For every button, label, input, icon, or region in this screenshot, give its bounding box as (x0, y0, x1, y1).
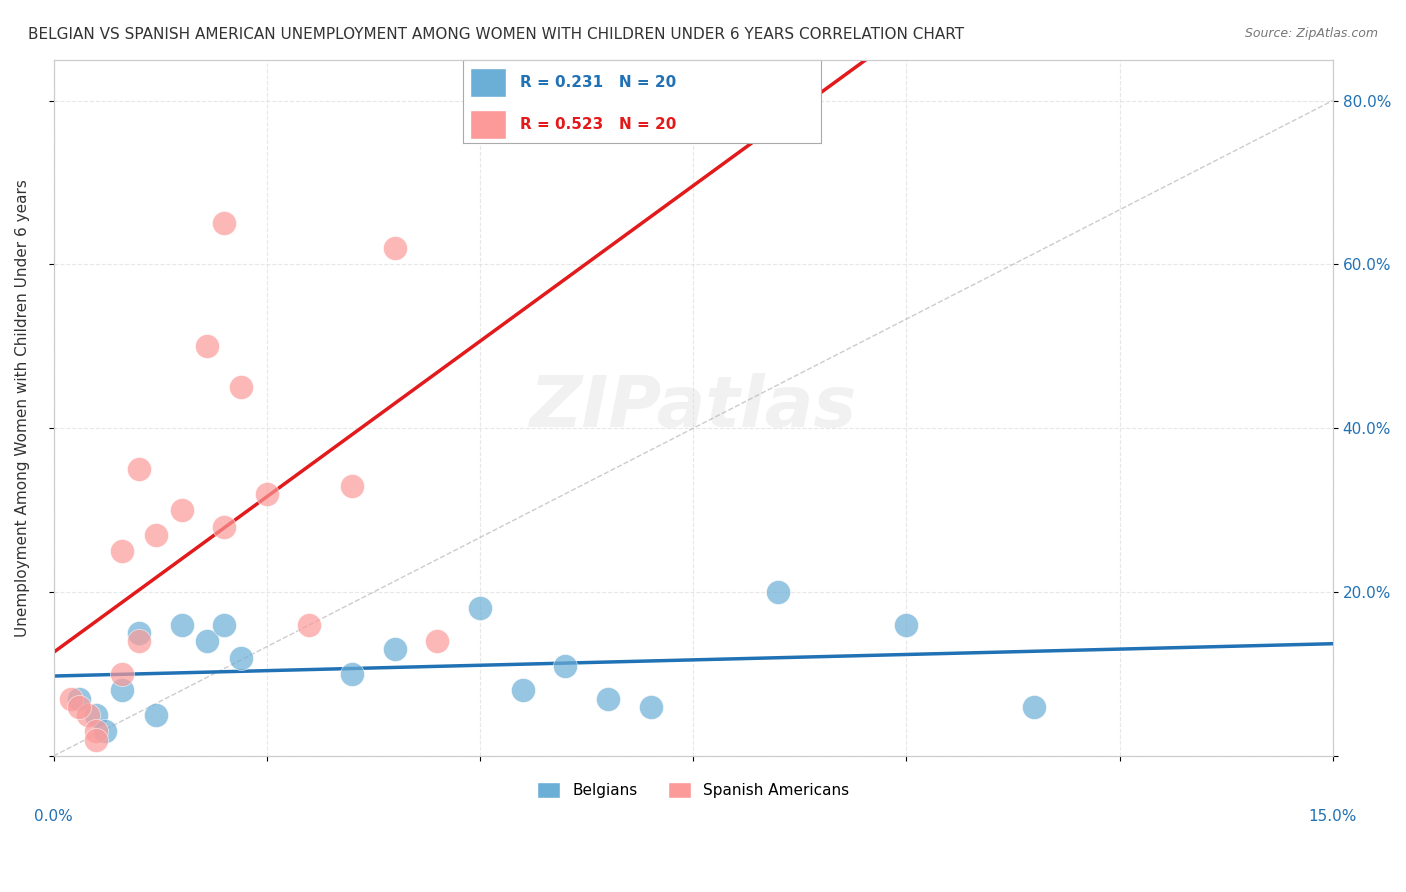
Point (76, 708, 98, 723)
Point (84, 732, 107, 747)
Point (128, 634, 150, 648)
Point (231, 650, 253, 665)
Point (128, 462, 150, 476)
Text: Source: ZipAtlas.com: Source: ZipAtlas.com (1244, 27, 1378, 40)
Point (554, 658, 576, 673)
Point (340, 478, 363, 492)
Text: ZIPatlas: ZIPatlas (530, 373, 856, 442)
Point (231, 380, 253, 394)
Point (384, 642, 406, 657)
Point (111, 683, 134, 698)
Point (170, 618, 193, 632)
Point (212, 519, 235, 533)
Point (195, 634, 218, 648)
Point (426, 634, 449, 648)
Point (128, 626, 150, 640)
Point (170, 503, 193, 517)
Point (67, 699, 90, 714)
Point (67, 691, 90, 706)
Point (59, 691, 82, 706)
Point (212, 618, 235, 632)
Y-axis label: Unemployment Among Women with Children Under 6 years: Unemployment Among Women with Children U… (15, 178, 30, 637)
Point (468, 601, 491, 615)
Point (340, 667, 363, 681)
Point (298, 618, 321, 632)
Point (768, 585, 790, 599)
Point (1024, 699, 1046, 714)
Point (212, 217, 235, 231)
Legend: Belgians, Spanish Americans: Belgians, Spanish Americans (531, 776, 855, 804)
Text: 0.0%: 0.0% (34, 809, 73, 824)
Point (195, 339, 218, 353)
Point (256, 487, 278, 501)
Point (94, 724, 117, 739)
Text: BELGIAN VS SPANISH AMERICAN UNEMPLOYMENT AMONG WOMEN WITH CHILDREN UNDER 6 YEARS: BELGIAN VS SPANISH AMERICAN UNEMPLOYMENT… (28, 27, 965, 42)
Point (111, 544, 134, 558)
Point (596, 691, 619, 706)
Point (84, 708, 107, 723)
Point (512, 683, 534, 698)
Point (145, 708, 167, 723)
Point (145, 528, 167, 542)
Point (640, 699, 662, 714)
Text: 15.0%: 15.0% (1309, 809, 1357, 824)
Point (896, 618, 918, 632)
Point (111, 667, 134, 681)
Point (84, 724, 107, 739)
Point (384, 241, 406, 255)
